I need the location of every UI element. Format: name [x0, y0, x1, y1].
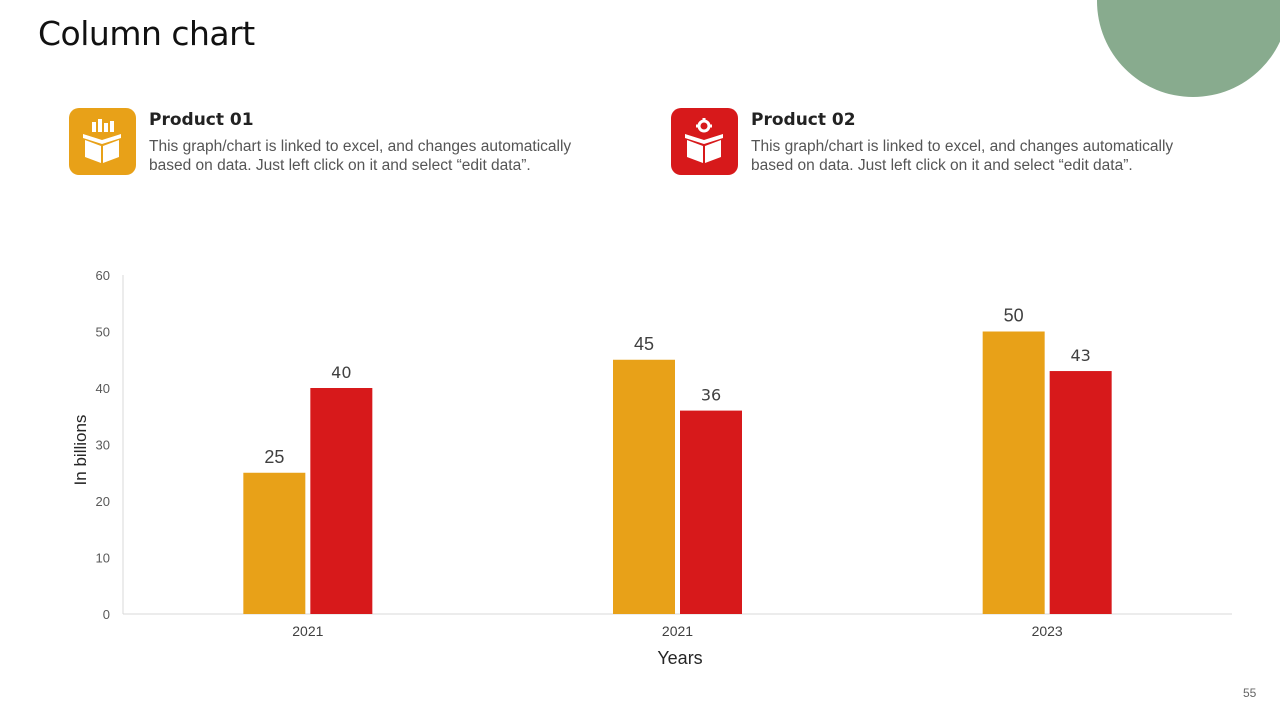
product-01-icon-tile [69, 108, 136, 175]
x-tick-label: 2023 [1032, 623, 1063, 639]
bar-product-01 [982, 331, 1045, 614]
y-tick-label: 0 [103, 607, 110, 622]
product-01-description-line-2: based on data. Just left click on it and… [149, 157, 531, 174]
bar-product-02 [310, 388, 373, 614]
y-tick-label: 30 [96, 438, 110, 453]
data-label: 43 [1070, 346, 1090, 365]
product-card-01: Product 01 This graph/chart is linked to… [69, 108, 589, 178]
page-title: Column chart [38, 14, 255, 53]
bar-product-02 [1049, 371, 1112, 614]
product-02-icon-tile [671, 108, 738, 175]
product-01-description-line-1: This graph/chart is linked to excel, and… [149, 138, 572, 155]
x-axis-title: Years [657, 648, 702, 668]
data-label: 25 [264, 447, 284, 467]
x-tick-label: 2021 [292, 623, 323, 639]
x-tick-label: 2021 [662, 623, 693, 639]
page-number: 55 [1243, 686, 1257, 700]
product-02-description-line-1: This graph/chart is linked to excel, and… [751, 138, 1174, 155]
product-02-description: This graph/chart is linked to excel, and… [751, 137, 1191, 175]
y-tick-label: 10 [96, 551, 110, 566]
data-label: 45 [634, 334, 654, 354]
data-label: 40 [331, 363, 351, 382]
y-axis-title: In billions [71, 415, 90, 486]
bar-product-02 [680, 410, 742, 614]
bar-product-01 [613, 359, 675, 614]
box-with-gear-icon [685, 118, 723, 163]
box-with-bars-icon [83, 119, 121, 163]
data-label: 50 [1004, 306, 1024, 326]
product-01-description: This graph/chart is linked to excel, and… [149, 137, 589, 175]
y-tick-label: 60 [96, 268, 110, 283]
product-02-name: Product 02 [751, 110, 856, 130]
data-label: 36 [701, 386, 721, 405]
y-tick-label: 20 [96, 494, 110, 509]
y-tick-label: 40 [96, 381, 110, 396]
product-01-name: Product 01 [149, 110, 254, 130]
y-tick-label: 50 [96, 325, 110, 340]
bar-product-01 [243, 472, 306, 614]
product-card-02: Product 02 This graph/chart is linked to… [671, 108, 1191, 178]
product-02-description-line-2: based on data. Just left click on it and… [751, 157, 1133, 174]
